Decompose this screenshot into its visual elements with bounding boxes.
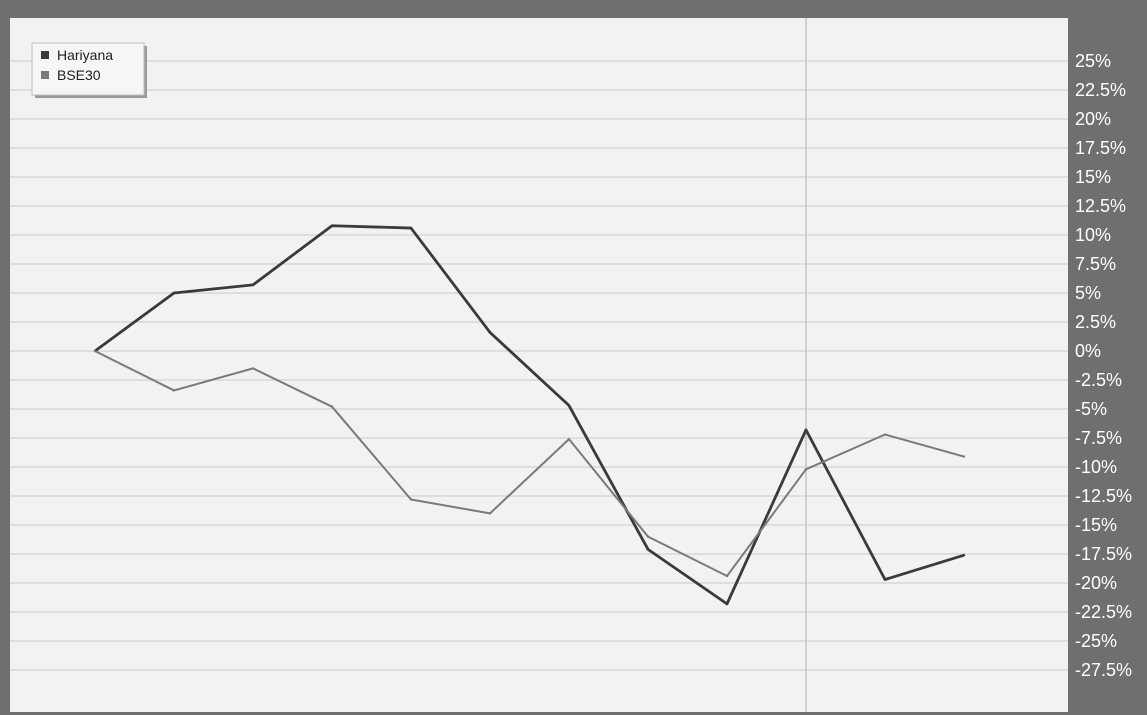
y-tick-label: 25% bbox=[1075, 51, 1111, 71]
y-axis-ticks: 25% 22.5% 20% 17.5% 15% 12.5% 10% 7.5% 5% 2.5% 0% -… bbox=[1075, 51, 1132, 680]
data-point-hariyana[interactable] bbox=[725, 602, 729, 606]
data-point-bse30[interactable] bbox=[93, 349, 97, 353]
data-point-hariyana[interactable] bbox=[172, 291, 176, 295]
y-tick-label: -15% bbox=[1075, 515, 1117, 535]
data-point-hariyana[interactable] bbox=[883, 578, 887, 581]
data-point-bse30[interactable] bbox=[488, 512, 492, 515]
legend-swatch-bse30 bbox=[41, 71, 49, 79]
grid-lines bbox=[10, 60, 1068, 671]
data-point-hariyana[interactable] bbox=[488, 331, 492, 334]
y-tick-label: 5% bbox=[1075, 283, 1101, 303]
legend-swatch-hariyana bbox=[41, 51, 49, 59]
data-point-hariyana[interactable] bbox=[804, 428, 808, 432]
plot-background bbox=[10, 18, 1068, 712]
legend-box bbox=[31, 42, 145, 96]
data-point-hariyana[interactable] bbox=[646, 548, 650, 551]
data-point-bse30[interactable] bbox=[172, 389, 176, 392]
y-tick-label: 2.5% bbox=[1075, 312, 1116, 332]
y-tick-label: -7.5% bbox=[1075, 428, 1122, 448]
data-point-bse30[interactable] bbox=[251, 367, 255, 370]
legend: Hariyana BSE30 bbox=[31, 42, 147, 98]
data-point-hariyana[interactable] bbox=[409, 226, 413, 230]
y-tick-label: 15% bbox=[1075, 167, 1111, 187]
y-tick-label: 0% bbox=[1075, 341, 1101, 361]
y-tick-label: -2.5% bbox=[1075, 370, 1122, 390]
y-tick-label: -20% bbox=[1075, 573, 1117, 593]
y-tick-label: 20% bbox=[1075, 109, 1111, 129]
data-point-bse30[interactable] bbox=[725, 574, 729, 578]
data-point-bse30[interactable] bbox=[567, 437, 571, 441]
data-point-bse30[interactable] bbox=[962, 455, 966, 458]
data-point-bse30[interactable] bbox=[883, 433, 887, 436]
y-tick-label: 12.5% bbox=[1075, 196, 1126, 216]
data-point-hariyana[interactable] bbox=[962, 553, 966, 557]
y-tick-label: -25% bbox=[1075, 631, 1117, 651]
y-tick-label: 22.5% bbox=[1075, 80, 1126, 100]
data-point-hariyana[interactable] bbox=[330, 224, 334, 227]
y-tick-label: -27.5% bbox=[1075, 660, 1132, 680]
y-tick-label: -22.5% bbox=[1075, 602, 1132, 622]
series-line-hariyana[interactable] bbox=[94, 224, 965, 606]
data-point-hariyana[interactable] bbox=[251, 283, 255, 287]
y-tick-label: -12.5% bbox=[1075, 486, 1132, 506]
series-line-bse30[interactable] bbox=[94, 350, 965, 578]
data-point-bse30[interactable] bbox=[804, 468, 808, 471]
y-tick-label: 7.5% bbox=[1075, 254, 1116, 274]
data-point-bse30[interactable] bbox=[330, 405, 334, 408]
y-tick-label: 10% bbox=[1075, 225, 1111, 245]
data-point-bse30[interactable] bbox=[646, 535, 650, 538]
series-lines[interactable] bbox=[93, 224, 966, 606]
y-tick-label: 17.5% bbox=[1075, 138, 1126, 158]
legend-label-hariyana: Hariyana bbox=[57, 47, 113, 63]
legend-label-bse30: BSE30 bbox=[57, 67, 101, 83]
y-tick-label: -5% bbox=[1075, 399, 1107, 419]
y-tick-label: -10% bbox=[1075, 457, 1117, 477]
data-point-bse30[interactable] bbox=[409, 498, 413, 501]
data-point-hariyana[interactable] bbox=[567, 404, 571, 407]
y-tick-label: -17.5% bbox=[1075, 544, 1132, 564]
